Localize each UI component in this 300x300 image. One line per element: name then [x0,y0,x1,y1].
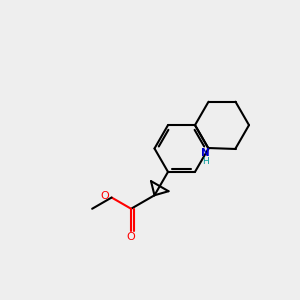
Text: O: O [127,232,136,242]
Text: H: H [202,157,209,166]
Text: N: N [201,148,210,158]
Text: O: O [101,191,110,201]
